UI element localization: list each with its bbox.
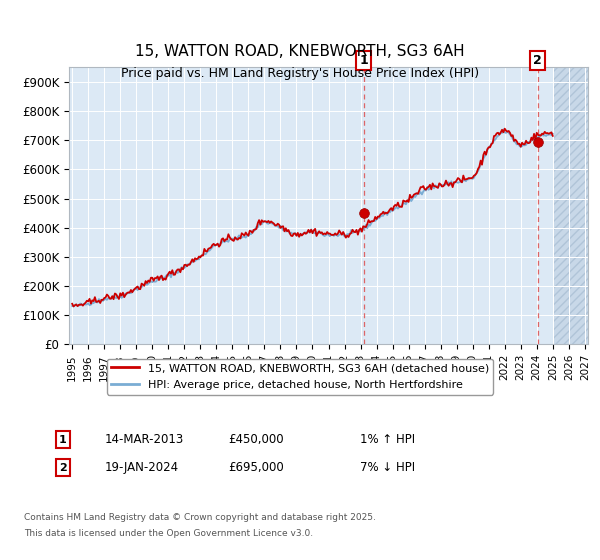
Text: 1: 1	[359, 54, 368, 67]
Text: This data is licensed under the Open Government Licence v3.0.: This data is licensed under the Open Gov…	[24, 529, 313, 538]
Text: 19-JAN-2024: 19-JAN-2024	[105, 461, 179, 474]
Text: 2: 2	[533, 54, 542, 67]
Text: £695,000: £695,000	[228, 461, 284, 474]
Text: 15, WATTON ROAD, KNEBWORTH, SG3 6AH: 15, WATTON ROAD, KNEBWORTH, SG3 6AH	[135, 44, 465, 59]
Text: Price paid vs. HM Land Registry's House Price Index (HPI): Price paid vs. HM Land Registry's House …	[121, 67, 479, 80]
Text: Contains HM Land Registry data © Crown copyright and database right 2025.: Contains HM Land Registry data © Crown c…	[24, 514, 376, 522]
Legend: 15, WATTON ROAD, KNEBWORTH, SG3 6AH (detached house), HPI: Average price, detach: 15, WATTON ROAD, KNEBWORTH, SG3 6AH (det…	[107, 358, 493, 395]
Text: 2: 2	[59, 463, 67, 473]
Bar	[554, 67, 588, 344]
Text: 1% ↑ HPI: 1% ↑ HPI	[360, 433, 415, 446]
Bar	[554, 67, 588, 344]
Text: 7% ↓ HPI: 7% ↓ HPI	[360, 461, 415, 474]
Text: £450,000: £450,000	[228, 433, 284, 446]
Text: 1: 1	[59, 435, 67, 445]
Text: 14-MAR-2013: 14-MAR-2013	[105, 433, 184, 446]
